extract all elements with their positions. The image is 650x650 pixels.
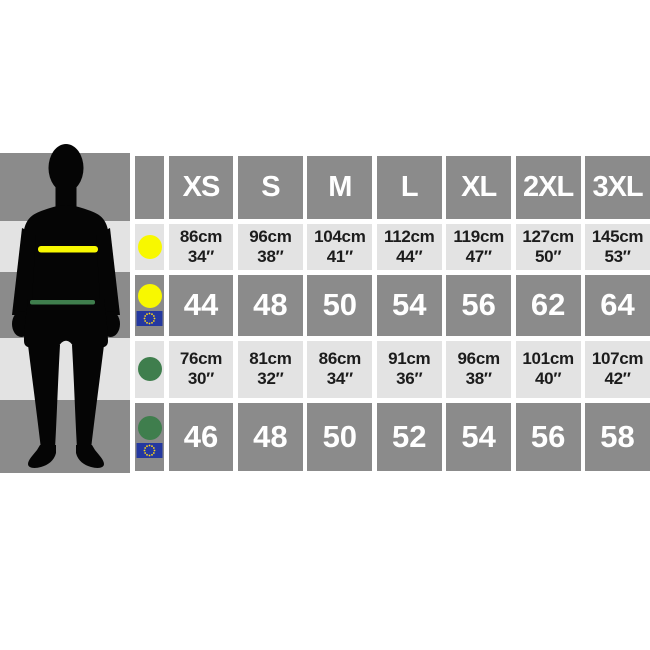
cm-value: 119cm bbox=[453, 226, 504, 246]
chest-marker-cell bbox=[135, 223, 164, 270]
inch-value: 30″ bbox=[187, 369, 215, 388]
chest-eu-cell-3xl: 64 bbox=[585, 274, 650, 336]
chest-eu-cell-2xl: 62 bbox=[515, 274, 581, 336]
cm-value: 145cm bbox=[591, 226, 644, 246]
chest-eu-cell-xl: 56 bbox=[446, 274, 512, 336]
cm-value: 127cm bbox=[522, 226, 574, 246]
waist-cell-xs: 76cm 30″ bbox=[168, 340, 234, 398]
eu-flag-icon bbox=[136, 311, 163, 326]
size-column-header-m: M bbox=[307, 155, 373, 219]
waist-cell-m: 86cm 34″ bbox=[307, 340, 373, 398]
waist-cell-3xl: 107cm 42″ bbox=[585, 340, 650, 398]
cm-value: 86cm bbox=[179, 226, 223, 246]
cm-value: 91cm bbox=[388, 349, 431, 368]
waist-eu-cell-l: 52 bbox=[376, 402, 442, 471]
figure-band-row4 bbox=[0, 400, 130, 473]
cm-value: 86cm bbox=[318, 349, 362, 368]
size-column-header-2xl: 2XL bbox=[515, 155, 581, 219]
waist-cell-2xl: 101cm 40″ bbox=[515, 340, 581, 398]
size-column-header-xs: XS bbox=[168, 155, 234, 219]
inch-value: 47″ bbox=[465, 246, 492, 266]
chest-cell-xs: 86cm 34″ bbox=[168, 223, 234, 270]
inch-value: 32″ bbox=[257, 369, 284, 388]
green-circle-icon bbox=[137, 357, 162, 381]
cm-value: 96cm bbox=[249, 226, 292, 246]
size-column-header-3xl: 3XL bbox=[585, 155, 650, 219]
cm-value: 81cm bbox=[249, 349, 292, 368]
inch-value: 40″ bbox=[535, 369, 562, 388]
waist-cell-xl: 96cm 38″ bbox=[446, 340, 512, 398]
size-table: XS S M L XL 2XL 3XL 86cm 34″ 96cm 38″ 104c… bbox=[135, 153, 650, 473]
cm-value: 76cm bbox=[179, 349, 223, 368]
inch-value: 34″ bbox=[326, 369, 353, 388]
waist-eu-marker-cell bbox=[135, 402, 164, 471]
waist-cell-l: 91cm 36″ bbox=[376, 340, 442, 398]
inch-value: 38″ bbox=[465, 369, 492, 388]
waist-eu-cell-s: 48 bbox=[237, 402, 303, 471]
inch-value: 41″ bbox=[326, 246, 353, 266]
legend-header-tile bbox=[135, 155, 164, 219]
size-column-header-xl: XL bbox=[446, 155, 512, 219]
green-circle-icon bbox=[137, 415, 162, 440]
chest-eu-cell-xs: 44 bbox=[168, 274, 234, 336]
chest-cell-xl: 119cm 47″ bbox=[446, 223, 512, 270]
chest-cell-2xl: 127cm 50″ bbox=[515, 223, 581, 270]
male-silhouette-icon bbox=[12, 144, 120, 468]
chest-eu-marker-cell bbox=[135, 274, 164, 336]
size-column-header-s: S bbox=[237, 155, 303, 219]
yellow-circle-icon bbox=[137, 234, 162, 259]
waist-marker-cell bbox=[135, 340, 164, 398]
cm-value: 96cm bbox=[457, 349, 501, 368]
inch-value: 50″ bbox=[535, 246, 562, 266]
chest-cell-s: 96cm 38″ bbox=[237, 223, 303, 270]
waist-eu-cell-3xl: 58 bbox=[585, 402, 650, 471]
inch-value: 36″ bbox=[396, 369, 423, 388]
waist-eu-cell-xl: 54 bbox=[446, 402, 512, 471]
cm-value: 112cm bbox=[383, 226, 435, 246]
cm-value: 107cm bbox=[591, 349, 644, 368]
chest-cell-3xl: 145cm 53″ bbox=[585, 223, 650, 270]
chest-eu-cell-m: 50 bbox=[307, 274, 373, 336]
inch-value: 38″ bbox=[257, 246, 284, 266]
inch-value: 34″ bbox=[187, 246, 215, 266]
chest-eu-cell-s: 48 bbox=[237, 274, 303, 336]
cm-value: 101cm bbox=[522, 349, 574, 368]
cm-value: 104cm bbox=[314, 226, 366, 246]
chest-marker-line bbox=[38, 246, 98, 253]
waist-cell-s: 81cm 32″ bbox=[237, 340, 303, 398]
inch-value: 44″ bbox=[396, 246, 423, 266]
waist-marker-line bbox=[30, 300, 95, 305]
inch-value: 53″ bbox=[604, 246, 631, 266]
eu-flag-icon bbox=[136, 442, 163, 458]
size-column-header-l: L bbox=[376, 155, 442, 219]
waist-eu-cell-2xl: 56 bbox=[515, 402, 581, 471]
chest-cell-l: 112cm 44″ bbox=[376, 223, 442, 270]
waist-eu-cell-m: 50 bbox=[307, 402, 373, 471]
waist-eu-cell-xs: 46 bbox=[168, 402, 234, 471]
chest-eu-cell-l: 54 bbox=[376, 274, 442, 336]
yellow-circle-icon bbox=[137, 284, 162, 308]
inch-value: 42″ bbox=[604, 369, 631, 388]
chest-cell-m: 104cm 41″ bbox=[307, 223, 373, 270]
figure-band-row3 bbox=[0, 338, 130, 400]
